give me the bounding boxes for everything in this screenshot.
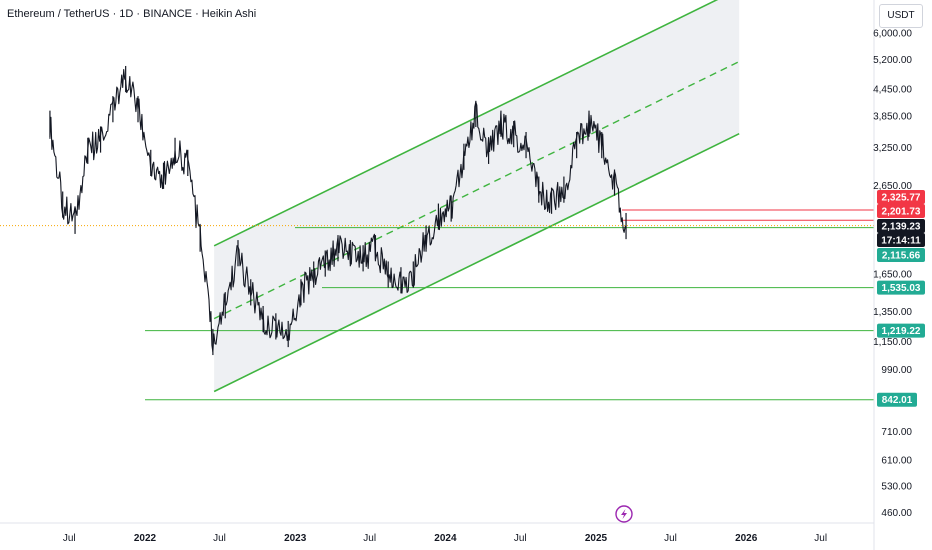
price-tick-label: 2,650.00 <box>873 181 912 192</box>
time-tick-label: Jul <box>664 533 677 544</box>
time-axis[interactable]: Jul 2022 Jul 2023 Jul 2024 Jul 2025 Jul 2026 Jul <box>0 522 874 544</box>
price-tick-label: 610.00 <box>881 455 912 466</box>
price-tick-label: 1,150.00 <box>873 337 912 348</box>
price-tag <box>877 323 925 338</box>
channel-lower-line[interactable] <box>213 132 740 393</box>
time-tick-label: 2026 <box>735 533 758 544</box>
price-axis[interactable]: 6,000.00 5,200.00 4,450.00 3,850.00 3,250.00… <box>873 0 912 550</box>
price-tag-label: 2,325.77 <box>882 193 921 204</box>
price-tag-label: 2,115.66 <box>882 251 921 262</box>
time-tick-label: 2022 <box>134 533 157 544</box>
time-tick-label: Jul <box>363 533 376 544</box>
price-tick-label: 710.00 <box>881 427 912 438</box>
price-tag-label: 842.01 <box>882 395 913 406</box>
channel-fill <box>214 0 740 392</box>
price-tag <box>877 204 925 218</box>
price-tick-label: 530.00 <box>881 482 912 493</box>
time-tick-label: 2023 <box>284 533 307 544</box>
price-tick-label: 3,250.00 <box>873 143 912 154</box>
price-tick-label: 3,850.00 <box>873 111 912 122</box>
price-tag-label: 17:14:11 <box>881 236 921 247</box>
price-tag <box>877 190 925 204</box>
time-tick-label: Jul <box>63 533 76 544</box>
time-tick-label: Jul <box>514 533 527 544</box>
lightning-icon[interactable] <box>615 505 633 523</box>
price-tag-label: 1,219.22 <box>882 326 921 337</box>
price-tag <box>877 248 925 262</box>
price-tag-label: 1,535.03 <box>882 283 921 294</box>
chart-title: Ethereum / TetherUS · 1D · BINANCE · Hei… <box>7 8 257 20</box>
price-tag-label: 2,139.23 <box>882 222 921 233</box>
price-series <box>49 65 627 356</box>
price-tag <box>877 280 925 295</box>
price-tick-label: 4,450.00 <box>873 84 912 95</box>
price-tick-label: 1,350.00 <box>873 307 912 318</box>
regression-channel[interactable] <box>213 0 740 393</box>
price-tag <box>877 233 925 247</box>
price-tag-label: 2,201.73 <box>882 207 921 218</box>
price-tag <box>877 219 925 233</box>
price-tags: 2,325.77 2,201.73 2,139.23 17:14:11 2,115.66… <box>877 190 925 407</box>
channel-upper-line[interactable] <box>213 0 739 247</box>
price-tick-label: 460.00 <box>881 508 912 519</box>
time-tick-label: Jul <box>213 533 226 544</box>
time-tick-label: 2025 <box>585 533 608 544</box>
price-tick-label: 990.00 <box>881 365 912 376</box>
price-tick-label: 1,650.00 <box>873 270 912 281</box>
channel-mid-line[interactable] <box>213 60 740 320</box>
price-tick-label: 5,200.00 <box>873 55 912 66</box>
price-tag <box>877 392 917 407</box>
currency-selector[interactable]: USDT <box>879 4 923 28</box>
price-tick-label: 6,000.00 <box>873 29 912 40</box>
time-tick-label: 2024 <box>434 533 457 544</box>
time-tick-label: Jul <box>814 533 827 544</box>
